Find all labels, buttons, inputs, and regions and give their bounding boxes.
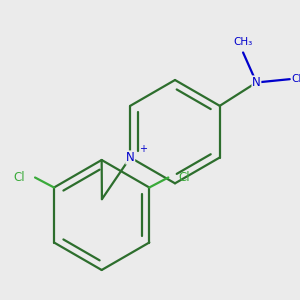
Text: CH₃: CH₃ — [291, 74, 300, 84]
Text: Cl: Cl — [178, 171, 190, 184]
Text: N: N — [252, 76, 261, 89]
Text: N: N — [126, 151, 135, 164]
Text: +: + — [139, 144, 147, 154]
Text: Cl: Cl — [14, 171, 25, 184]
Text: CH₃: CH₃ — [233, 38, 253, 47]
